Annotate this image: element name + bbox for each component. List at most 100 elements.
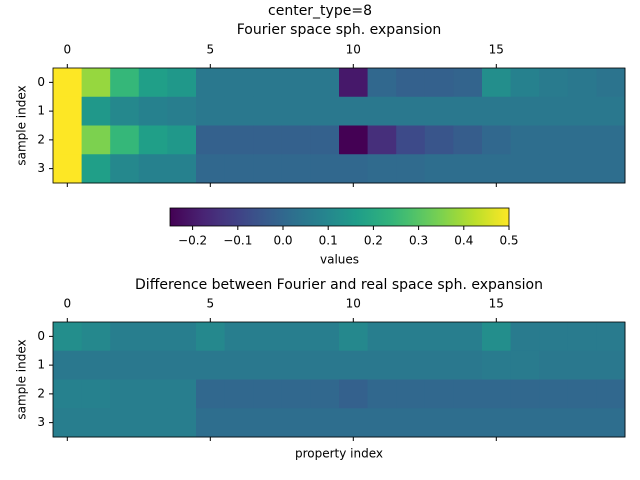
heatmap-cell	[281, 379, 311, 409]
heatmap-cell	[196, 350, 226, 380]
heatmap-cell	[396, 68, 426, 98]
heatmap-cell	[81, 379, 111, 409]
heatmap-cell	[567, 154, 597, 184]
heatmap-cell	[596, 96, 626, 126]
heatmap-cell	[310, 408, 340, 438]
y-tick-label: 3	[37, 161, 45, 175]
heatmap-cell	[110, 68, 140, 98]
heatmap-cell	[81, 125, 111, 155]
heatmap-cell	[510, 154, 540, 184]
heatmap-cell	[53, 350, 83, 380]
heatmap-cell	[81, 68, 111, 98]
heatmap-cell	[482, 154, 512, 184]
heatmap-cell	[110, 154, 140, 184]
x-tick-label: 5	[206, 297, 214, 311]
colorbar-tick-label: 0.5	[499, 234, 518, 248]
axes-title: Difference between Fourier and real spac…	[135, 277, 543, 293]
heatmap-cell	[567, 408, 597, 438]
heatmap-cell	[510, 322, 540, 352]
y-axis-label: sample index	[15, 85, 29, 165]
heatmap-cell	[253, 125, 283, 155]
colorbar-tick-label: −0.1	[223, 234, 252, 248]
x-axis-label: property index	[295, 447, 383, 461]
heatmap-cell	[167, 68, 197, 98]
heatmap-cell	[367, 322, 397, 352]
heatmap-cell	[196, 154, 226, 184]
heatmap-cell	[424, 154, 454, 184]
heatmap-cell	[510, 408, 540, 438]
heatmap-cell	[224, 96, 254, 126]
heatmap-cell	[196, 408, 226, 438]
heatmap-cell	[81, 350, 111, 380]
heatmap-cell	[53, 125, 83, 155]
heatmap-cell	[138, 350, 168, 380]
colorbar-tick-label: 0.0	[273, 234, 292, 248]
colorbar-tick-label: 0.2	[364, 234, 383, 248]
axes-frame	[52, 321, 626, 438]
heatmap-cell	[167, 350, 197, 380]
heatmap-cell	[510, 350, 540, 380]
heatmap-cell	[138, 68, 168, 98]
x-tick-label: 0	[63, 43, 71, 57]
heatmap-cell	[482, 96, 512, 126]
heatmap-cell	[81, 322, 111, 352]
heatmap-cell	[539, 96, 569, 126]
heatmap-cell	[53, 154, 83, 184]
x-tick-label: 10	[346, 297, 361, 311]
heatmap-cell	[339, 350, 369, 380]
heatmap-cell	[110, 322, 140, 352]
x-tick-label: 10	[346, 43, 361, 57]
heatmap-cell	[138, 96, 168, 126]
heatmap-cell	[367, 379, 397, 409]
heatmap-cell	[567, 68, 597, 98]
heatmap-cell	[196, 379, 226, 409]
heatmap-cell	[424, 350, 454, 380]
y-tick-label: 0	[37, 75, 45, 89]
colorbar-tick-label: 0.4	[454, 234, 473, 248]
heatmap-cell	[424, 322, 454, 352]
heatmap-cell	[253, 154, 283, 184]
heatmap-cell	[138, 379, 168, 409]
heatmap-cell	[510, 125, 540, 155]
heatmap-cell	[253, 350, 283, 380]
heatmap-cell	[224, 125, 254, 155]
heatmap-cell	[396, 125, 426, 155]
heatmap-cell	[224, 154, 254, 184]
heatmap-cell	[138, 408, 168, 438]
y-tick-label: 3	[37, 415, 45, 429]
heatmap-cell	[453, 125, 483, 155]
heatmap-cell	[110, 379, 140, 409]
heatmap-cell	[367, 350, 397, 380]
colorbar-tick-label: 0.1	[319, 234, 338, 248]
heatmap-cell	[281, 322, 311, 352]
heatmap-cell	[567, 322, 597, 352]
heatmap-cell	[424, 125, 454, 155]
heatmap-cell	[482, 379, 512, 409]
heatmap-cell	[396, 379, 426, 409]
heatmap-cell	[167, 379, 197, 409]
heatmap-cell	[53, 322, 83, 352]
y-tick-label: 2	[37, 132, 45, 146]
heatmap-cell	[424, 379, 454, 409]
heatmap-cell	[482, 408, 512, 438]
heatmap-cell	[81, 408, 111, 438]
heatmap-cell	[567, 96, 597, 126]
heatmap-cell	[596, 154, 626, 184]
heatmap-cell	[110, 125, 140, 155]
x-tick-label: 15	[489, 43, 504, 57]
x-tick-label: 5	[206, 43, 214, 57]
y-tick-label: 0	[37, 329, 45, 343]
heatmap-cell	[539, 322, 569, 352]
x-tick-label: 0	[63, 297, 71, 311]
heatmap-cell	[482, 322, 512, 352]
colorbar-tick-label: −0.2	[178, 234, 207, 248]
heatmap-cell	[367, 68, 397, 98]
heatmap-cell	[596, 350, 626, 380]
heatmap-cell	[482, 350, 512, 380]
heatmap-cell	[310, 350, 340, 380]
heatmap-cell	[253, 379, 283, 409]
heatmap-cell	[482, 68, 512, 98]
heatmap-cell	[424, 96, 454, 126]
heatmap-cell	[482, 125, 512, 155]
